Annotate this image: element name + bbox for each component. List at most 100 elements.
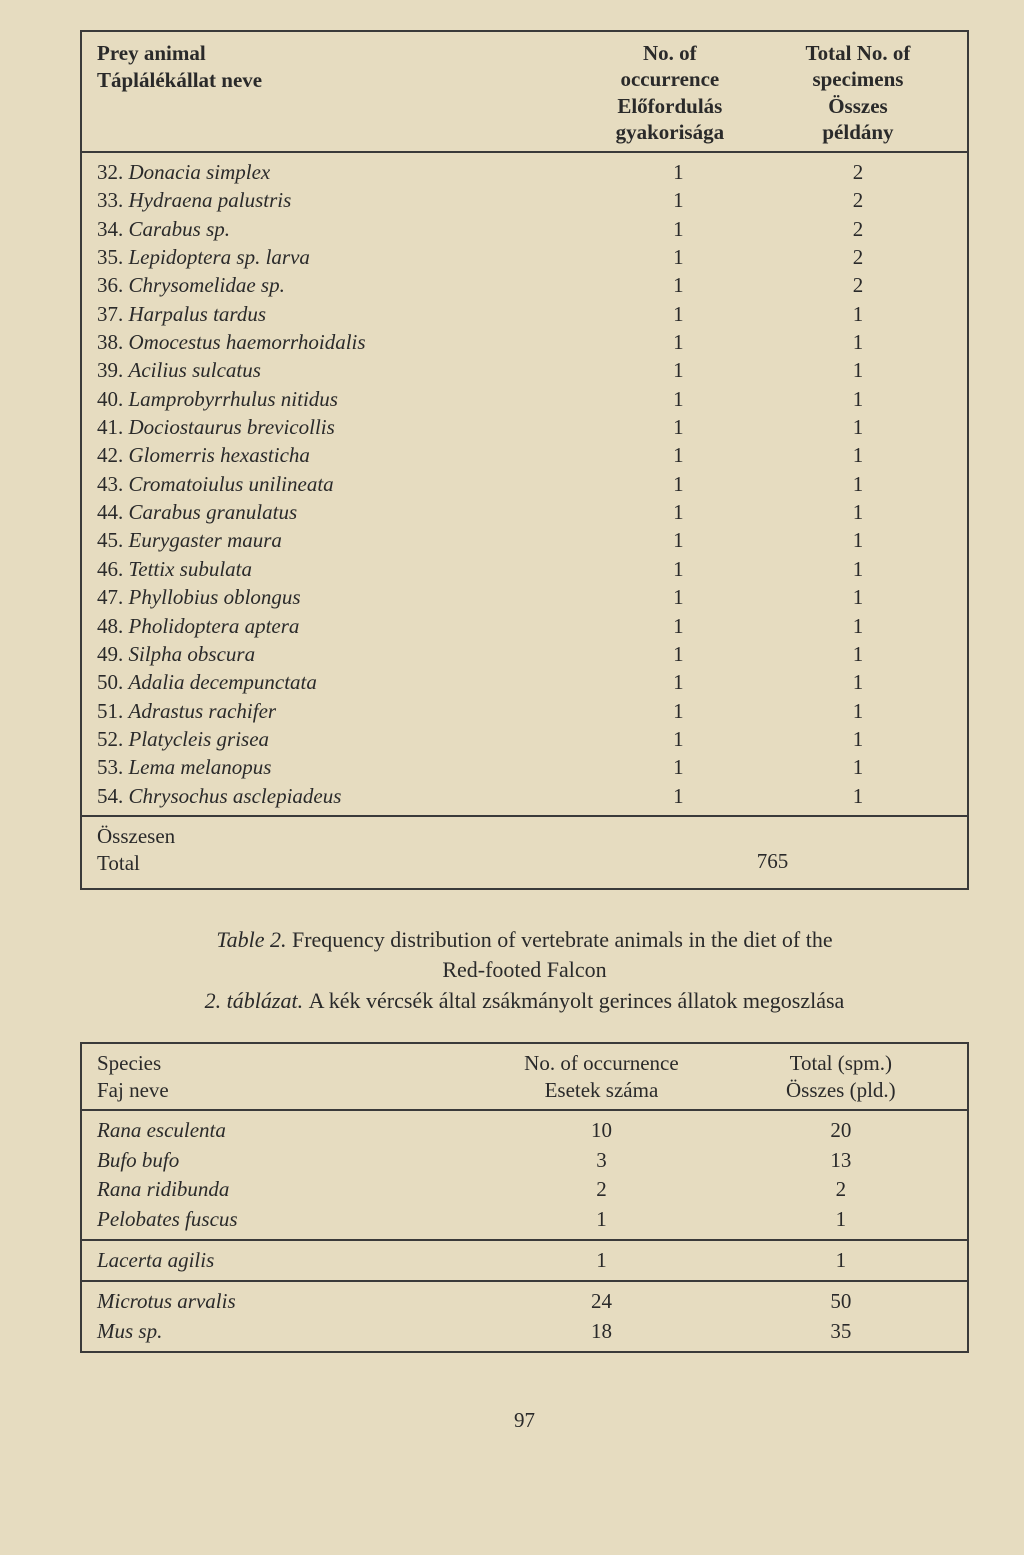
table-row: 35. Lepidoptera sp. larva12 (97, 243, 952, 271)
occurrence-value: 1 (593, 725, 764, 753)
row-number: 53. (97, 755, 129, 779)
table-row: 48. Pholidoptera aptera11 (97, 612, 952, 640)
table-row: 34. Carabus sp.12 (97, 215, 952, 243)
species-name: 35. Lepidoptera sp. larva (97, 243, 593, 271)
specimens-value: 2 (764, 215, 952, 243)
occurrence-value: 1 (593, 158, 764, 186)
species-name: 38. Omocestus haemorrhoidalis (97, 328, 593, 356)
table-row: 49. Silpha obscura11 (97, 640, 952, 668)
caption-line2: 2. táblázat. A kék vércsék által zsákmán… (100, 986, 949, 1017)
species-label: Cromatoiulus unilineata (129, 472, 334, 496)
specimens-value: 1 (764, 470, 952, 498)
row-number: 44. (97, 500, 129, 524)
h-col2-l4: példány (764, 119, 952, 145)
row-number: 45. (97, 528, 129, 552)
species-name: 32. Donacia simplex (97, 158, 593, 186)
occurrence-value: 1 (593, 243, 764, 271)
specimens-value: 1 (764, 583, 952, 611)
occurrence-value: 24 (473, 1287, 730, 1316)
species-name: 49. Silpha obscura (97, 640, 593, 668)
species-name: 37. Harpalus tardus (97, 300, 593, 328)
table-row: 46. Tettix subulata11 (97, 555, 952, 583)
t2-hr-l2: Összes (pld.) (730, 1077, 952, 1104)
table-row: 50. Adalia decempunctata11 (97, 668, 952, 696)
species-name: 51. Adrastus rachifer (97, 697, 593, 725)
species-label: Carabus granulatus (129, 500, 298, 524)
total-value: 2 (730, 1175, 952, 1204)
row-number: 39. (97, 358, 129, 382)
table-2-caption: Table 2. Frequency distribution of verte… (100, 925, 949, 1017)
species-name: Rana ridibunda (97, 1175, 473, 1204)
row-number: 47. (97, 585, 129, 609)
species-name: 34. Carabus sp. (97, 215, 593, 243)
species-name: Microtus arvalis (97, 1287, 473, 1316)
row-number: 49. (97, 642, 129, 666)
table-row: 37. Harpalus tardus11 (97, 300, 952, 328)
occurrence-value: 2 (473, 1175, 730, 1204)
row-number: 48. (97, 614, 129, 638)
specimens-value: 1 (764, 555, 952, 583)
table-row: 52. Platycleis grisea11 (97, 725, 952, 753)
occurrence-value: 10 (473, 1116, 730, 1145)
table-row: 38. Omocestus haemorrhoidalis11 (97, 328, 952, 356)
t2-header-col1: No. of occurnence Esetek száma (473, 1050, 730, 1105)
row-number: 41. (97, 415, 129, 439)
species-label: Chrysochus asclepiadeus (129, 784, 342, 808)
species-name: 45. Eurygaster maura (97, 526, 593, 554)
species-label: Pholidoptera aptera (129, 614, 300, 638)
species-name: Rana esculenta (97, 1116, 473, 1145)
species-name: 40. Lamprobyrrhulus nitidus (97, 385, 593, 413)
row-number: 34. (97, 217, 129, 241)
specimens-value: 1 (764, 356, 952, 384)
occurrence-value: 1 (593, 782, 764, 810)
row-number: 35. (97, 245, 129, 269)
specimens-value: 1 (764, 612, 952, 640)
row-number: 46. (97, 557, 129, 581)
table-2: Species Faj neve No. of occurnence Esete… (80, 1042, 969, 1353)
species-label: Lamprobyrrhulus nitidus (129, 387, 338, 411)
species-label: Dociostaurus brevicollis (129, 415, 335, 439)
row-number: 54. (97, 784, 129, 808)
occurrence-value: 1 (593, 668, 764, 696)
footer-l1: Összesen (97, 823, 593, 850)
caption-subtitle: A kék vércsék által zsákmányolt gerinces… (309, 988, 845, 1013)
species-name: 47. Phyllobius oblongus (97, 583, 593, 611)
row-number: 51. (97, 699, 129, 723)
table-row: 47. Phyllobius oblongus11 (97, 583, 952, 611)
table-1-header-col2: Total No. of specimens Összes példány (764, 40, 952, 145)
table-row: 53. Lema melanopus11 (97, 753, 952, 781)
footer-l2: Total (97, 850, 593, 877)
species-label: Hydraena palustris (129, 188, 292, 212)
occurrence-value: 1 (593, 413, 764, 441)
species-name: 52. Platycleis grisea (97, 725, 593, 753)
species-label: Adrastus rachifer (129, 699, 277, 723)
species-label: Eurygaster maura (129, 528, 282, 552)
occurrence-value: 1 (473, 1246, 730, 1275)
t2-section-1: Rana esculenta1020Bufo bufo313Rana ridib… (82, 1111, 967, 1239)
species-label: Glomerris hexasticha (129, 443, 310, 467)
table-row: 51. Adrastus rachifer11 (97, 697, 952, 725)
occurrence-value: 1 (473, 1205, 730, 1234)
t2-hl-l2: Faj neve (97, 1077, 473, 1104)
table-row: 44. Carabus granulatus11 (97, 498, 952, 526)
species-name: 46. Tettix subulata (97, 555, 593, 583)
total-value: 1 (730, 1246, 952, 1275)
t2-hc-l2: Esetek száma (473, 1077, 730, 1104)
occurrence-value: 1 (593, 441, 764, 469)
species-name: 39. Acilius sulcatus (97, 356, 593, 384)
species-label: Lema melanopus (129, 755, 272, 779)
occurrence-value: 1 (593, 271, 764, 299)
table-1-header-left: Prey animal Táplálékállat neve (97, 40, 576, 145)
h-col2-l2: specimens (764, 66, 952, 92)
occurrence-value: 3 (473, 1146, 730, 1175)
occurrence-value: 1 (593, 385, 764, 413)
t2-section-3: Microtus arvalis2450Mus sp.1835 (82, 1280, 967, 1351)
table-row: Microtus arvalis2450 (97, 1287, 952, 1316)
h-col2-l3: Összes (764, 93, 952, 119)
h-col1-l1: No. of (576, 40, 764, 66)
header-left-line2: Táplálékállat neve (97, 67, 576, 94)
t2-header-left: Species Faj neve (97, 1050, 473, 1105)
species-name: 36. Chrysomelidae sp. (97, 271, 593, 299)
occurrence-value: 1 (593, 215, 764, 243)
specimens-value: 1 (764, 782, 952, 810)
